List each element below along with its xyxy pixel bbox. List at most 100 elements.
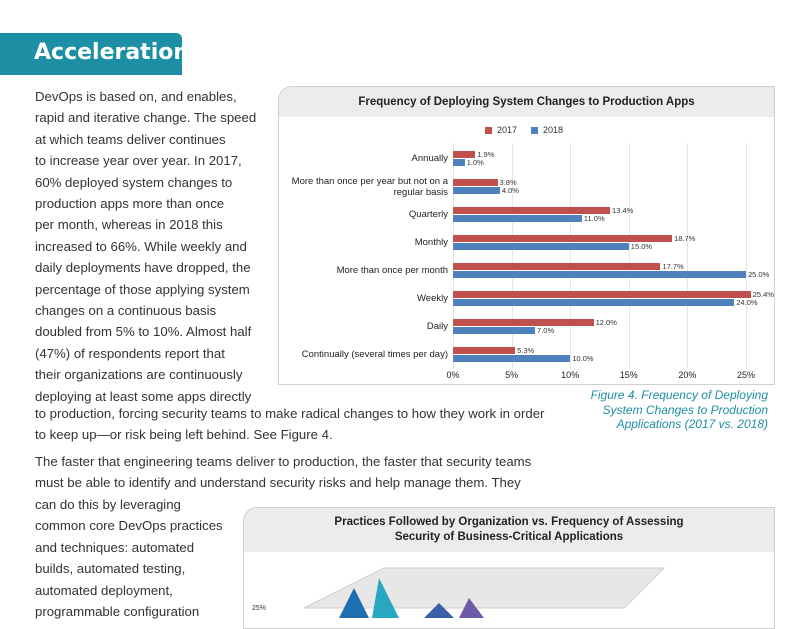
text-line: must be able to identify and understand … — [35, 475, 521, 491]
text-line: daily deployments have dropped, the — [35, 260, 251, 276]
text-line: per month, whereas in 2018 this — [35, 217, 223, 233]
category-label-line: Annually — [411, 153, 448, 164]
text-line: changes on a continuous basis — [35, 303, 217, 318]
chart-deploy-frequency: Frequency of Deploying System Changes to… — [278, 86, 775, 385]
chart-title: Frequency of Deploying System Changes to… — [279, 87, 774, 117]
x-tick-label: 15% — [619, 370, 638, 380]
x-tick-label: 25% — [736, 370, 756, 380]
bar-2018-0 — [453, 159, 465, 166]
category-label: Monthly — [279, 237, 448, 248]
gridline — [628, 143, 630, 369]
data-label: 25.4% — [752, 290, 774, 299]
legend-swatch-2018 — [531, 127, 538, 134]
bar-2018-3 — [453, 243, 629, 250]
category-label: More than once per month — [279, 265, 448, 276]
text-line: (47%) of respondents report that — [35, 345, 225, 361]
data-label: 17.7% — [662, 262, 684, 271]
data-label: 4.0% — [501, 186, 519, 195]
text-line: builds, automated testing, — [35, 561, 186, 577]
text-line: programmable configuration — [35, 604, 200, 619]
gridline — [511, 143, 513, 369]
data-label: 18.7% — [674, 234, 696, 243]
text-line: can do this by leveraging — [35, 497, 181, 512]
legend-label-2018: 2018 — [543, 125, 564, 135]
chart-title-line: Practices Followed by Organization vs. F… — [334, 516, 684, 528]
legend-item-2017: 2017 — [485, 125, 517, 135]
caption-line: Figure 4. Frequency of Deploying — [590, 388, 768, 402]
text-line: 60% deployed system changes to — [35, 174, 233, 190]
bar-2017-4 — [453, 263, 661, 270]
category-label-line: More than once per year but not on a — [291, 176, 448, 187]
data-label: 24.0% — [736, 298, 758, 307]
caption-line: Applications (2017 vs. 2018) — [616, 417, 768, 431]
section-header: Acceleration — [0, 33, 189, 75]
bar-2017-1 — [453, 179, 498, 186]
text-line: to production, forcing security teams to… — [35, 406, 545, 421]
category-label: Weekly — [279, 293, 448, 304]
legend-item-2018: 2018 — [531, 125, 563, 135]
legend-label-2017: 2017 — [497, 125, 518, 135]
gridline — [687, 143, 689, 369]
x-tick-label: 0% — [446, 370, 460, 380]
data-label: 13.4% — [612, 206, 634, 215]
category-label-line: Daily — [426, 321, 448, 332]
category-label: Continually (several times per day) — [279, 349, 448, 360]
chart-back-wall — [303, 567, 666, 609]
category-label-line: Continually (several times per day) — [301, 349, 448, 360]
category-label: Annually — [279, 153, 448, 164]
text-line: common core DevOps practices — [35, 518, 223, 534]
bar-2018-1 — [453, 187, 500, 194]
text-line: automated deployment, — [35, 582, 173, 598]
data-label: 3.8% — [499, 178, 517, 187]
bar-2017-3 — [453, 235, 673, 242]
data-label: 11.0% — [583, 214, 605, 223]
figure-caption: Figure 4. Frequency of Deploying System … — [585, 388, 768, 432]
data-label: 12.0% — [595, 318, 617, 327]
bar-2017-5 — [453, 291, 751, 298]
category-label-line: Quarterly — [408, 209, 448, 220]
data-label: 7.0% — [537, 326, 555, 335]
bar-2018-4 — [453, 271, 746, 278]
text-line: percentage of those applying system — [35, 281, 250, 297]
gridline — [570, 143, 572, 369]
chart-bar — [372, 578, 399, 618]
data-label: 5.3% — [517, 346, 535, 355]
text-line: and techniques: automated — [35, 539, 195, 555]
bar-2017-6 — [453, 319, 594, 326]
text-line: to keep up—or risk being left behind. Se… — [35, 427, 333, 443]
bar-2017-7 — [453, 347, 516, 354]
category-label-line: Weekly — [417, 293, 448, 304]
text-line: at which teams deliver continues — [35, 131, 226, 147]
legend-swatch-2017 — [485, 127, 492, 134]
text-line: their organizations are continuously — [35, 367, 243, 383]
data-label: 25.0% — [748, 270, 770, 279]
category-label: Daily — [279, 321, 448, 332]
chart-title: Practices Followed by Organization vs. F… — [244, 508, 774, 552]
x-tick-label: 10% — [561, 370, 580, 380]
gridline — [453, 143, 454, 369]
text-line: The faster that engineering teams delive… — [35, 454, 532, 469]
bar-2018-7 — [453, 355, 571, 362]
text-line: rapid and iterative change. The speed — [35, 110, 257, 126]
category-label-line: More than once per month — [336, 265, 448, 276]
text-line: deploying at least some apps directly — [35, 388, 252, 404]
caption-line: System Changes to Production — [602, 402, 768, 417]
category-label-line: regular basis — [393, 187, 448, 198]
data-label: 1.0% — [466, 158, 484, 167]
y-tick-label: 25% — [252, 605, 266, 612]
section-title: Acceleration — [34, 40, 190, 65]
bar-2018-2 — [453, 215, 582, 222]
text-line: increased to 66%. While weekly and — [35, 238, 247, 254]
category-label: More than once per year but not on a regu… — [279, 176, 448, 198]
text-line: to increase year over year. In 2017, — [35, 153, 242, 169]
bar-2017-2 — [453, 207, 611, 214]
text-line: DevOps is based on, and enables, — [35, 89, 237, 104]
bar-2017-0 — [453, 151, 476, 158]
bar-2018-6 — [453, 327, 536, 334]
x-tick-label: 5% — [505, 370, 519, 380]
data-label: 10.0% — [572, 354, 594, 363]
data-label: 1.9% — [477, 150, 495, 159]
gridline — [746, 143, 747, 369]
category-label: Quarterly — [279, 209, 448, 220]
chart-title-line: Security of Business-Critical Applicatio… — [394, 531, 624, 543]
